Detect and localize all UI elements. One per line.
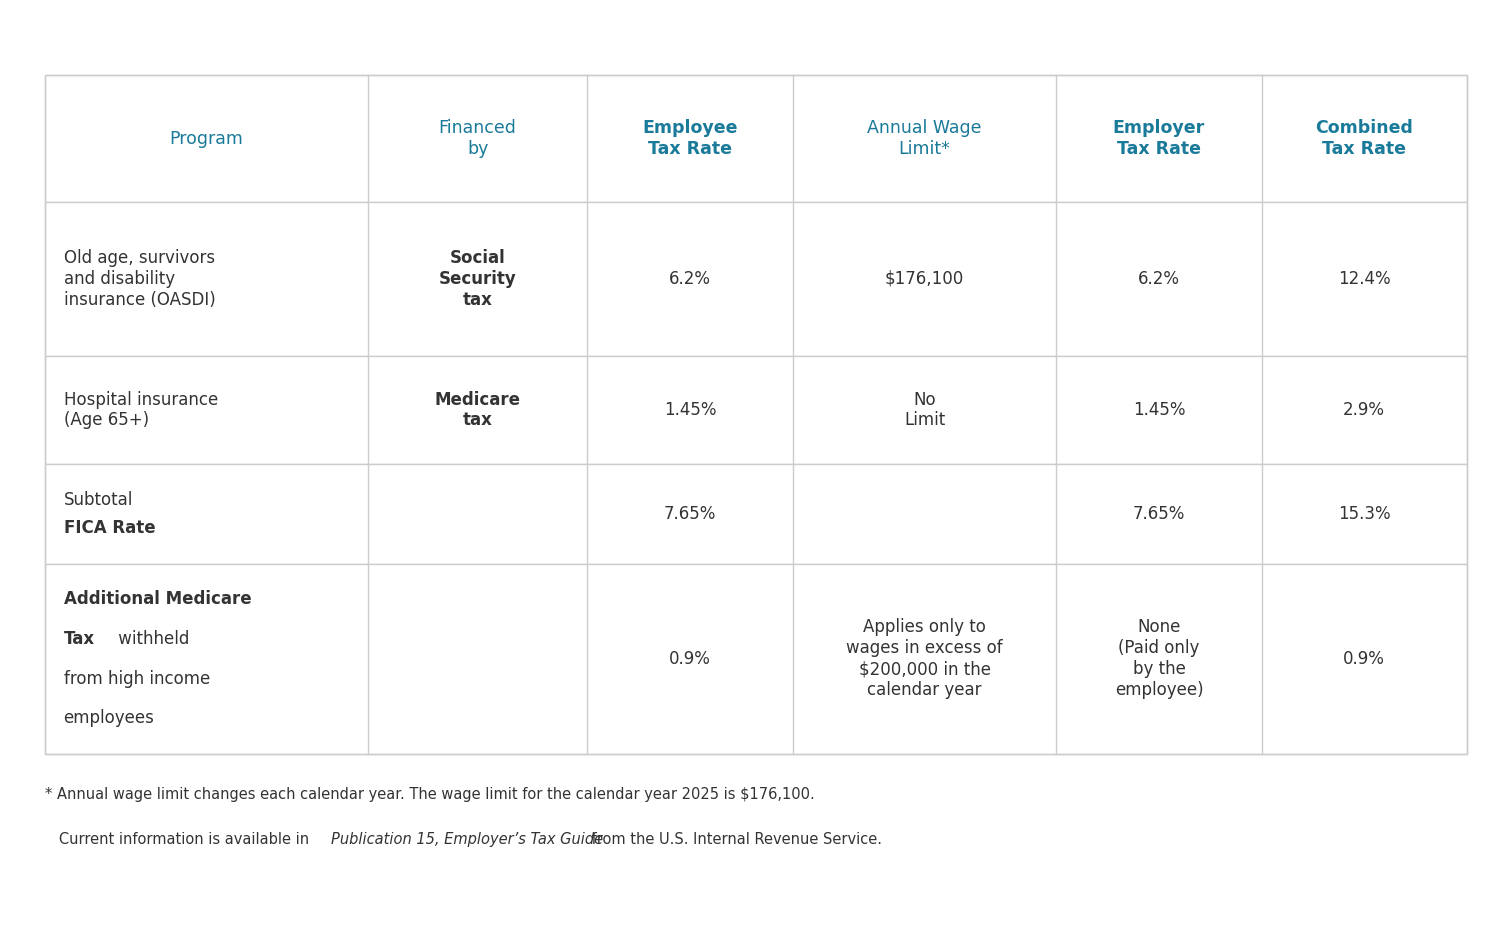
Text: $176,100: $176,100 [885, 269, 965, 288]
Text: employees: employees [64, 709, 154, 727]
Text: 6.2%: 6.2% [670, 269, 711, 288]
Text: 7.65%: 7.65% [1132, 505, 1185, 523]
Bar [45, 75, 1467, 202]
Text: 6.2%: 6.2% [1139, 269, 1179, 288]
Bar [45, 563, 1467, 754]
Text: No
Limit: No Limit [904, 391, 945, 430]
Text: Applies only to
wages in excess of
$200,000 in the
calendar year: Applies only to wages in excess of $200,… [847, 619, 1002, 699]
Text: from high income: from high income [64, 670, 210, 688]
Bar [45, 356, 1467, 464]
Text: Employee
Tax Rate: Employee Tax Rate [643, 120, 738, 158]
Text: from the U.S. Internal Revenue Service.: from the U.S. Internal Revenue Service. [588, 832, 883, 847]
Text: 1.45%: 1.45% [664, 401, 717, 419]
Text: Financed
by: Financed by [438, 120, 517, 158]
Text: 0.9%: 0.9% [1343, 650, 1385, 668]
Text: Additional Medicare: Additional Medicare [64, 590, 251, 608]
Text: Tax: Tax [64, 629, 95, 648]
Bar [45, 202, 1467, 356]
Text: 1.45%: 1.45% [1132, 401, 1185, 419]
Text: 7.65%: 7.65% [664, 505, 717, 523]
Text: Current information is available in: Current information is available in [45, 832, 314, 847]
Text: Program: Program [169, 130, 243, 148]
Text: 15.3%: 15.3% [1338, 505, 1391, 523]
Text: * Annual wage limit changes each calendar year. The wage limit for the calendar : * Annual wage limit changes each calenda… [45, 787, 815, 802]
Text: Social
Security
tax: Social Security tax [438, 249, 517, 309]
Text: Medicare
tax: Medicare tax [434, 391, 520, 430]
Text: 2.9%: 2.9% [1343, 401, 1385, 419]
Bar [45, 75, 1467, 754]
Text: Old age, survivors
and disability
insurance (OASDI): Old age, survivors and disability insura… [64, 249, 215, 309]
Bar [45, 464, 1467, 563]
Text: Hospital insurance
(Age 65+): Hospital insurance (Age 65+) [64, 391, 218, 430]
Text: Annual Wage
Limit*: Annual Wage Limit* [868, 120, 981, 158]
Text: Subtotal: Subtotal [64, 491, 133, 509]
Text: 0.9%: 0.9% [670, 650, 711, 668]
Text: withheld: withheld [113, 629, 191, 648]
Text: 12.4%: 12.4% [1338, 269, 1391, 288]
Text: FICA Rate: FICA Rate [64, 519, 156, 537]
Text: Employer
Tax Rate: Employer Tax Rate [1113, 120, 1205, 158]
Text: Publication 15, Employer’s Tax Guide: Publication 15, Employer’s Tax Guide [331, 832, 603, 847]
Text: None
(Paid only
by the
employee): None (Paid only by the employee) [1114, 619, 1204, 699]
Text: Combined
Tax Rate: Combined Tax Rate [1315, 120, 1414, 158]
